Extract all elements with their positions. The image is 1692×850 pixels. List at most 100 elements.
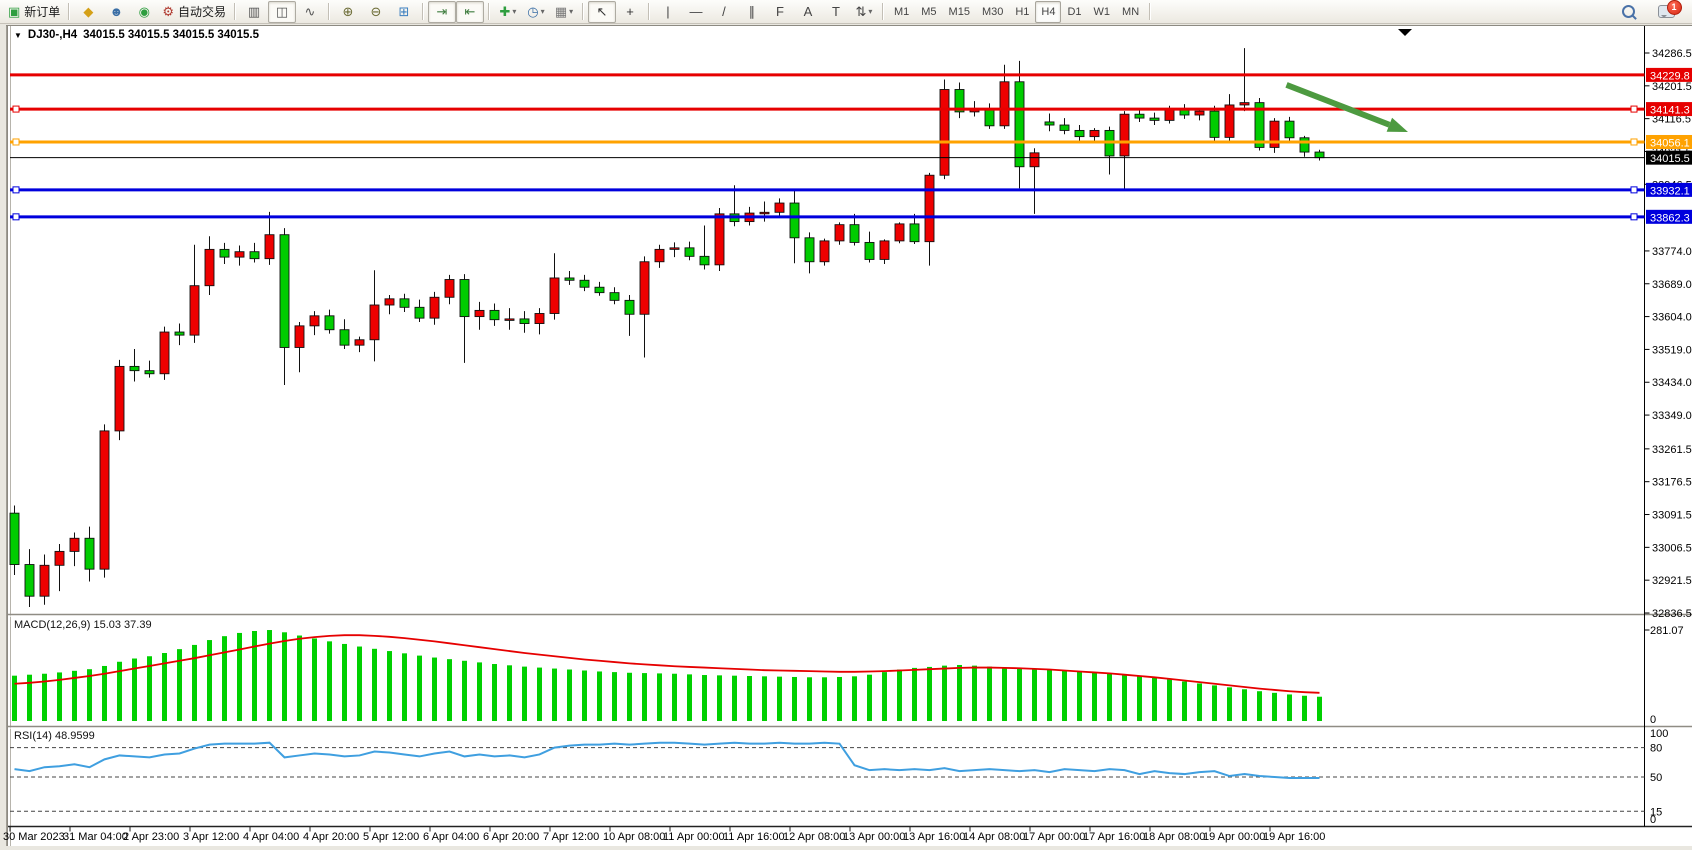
timeframe-button-h4[interactable]: H4 xyxy=(1035,0,1062,23)
macd-histogram-bar xyxy=(927,666,932,721)
bar-chart-button[interactable]: ▥ xyxy=(240,1,268,23)
macd-histogram-bar xyxy=(612,672,617,721)
equidistant-channel-button[interactable]: ∥ xyxy=(738,1,766,23)
timeframe-button-m30[interactable]: M30 xyxy=(981,5,1004,18)
candle-body xyxy=(144,370,155,375)
candle-body xyxy=(714,213,725,266)
candle-body xyxy=(399,298,410,308)
text-label-button[interactable]: T xyxy=(822,1,850,23)
timeframe-button-m5[interactable]: M5 xyxy=(921,5,937,18)
time-tick-label: 12 Apr 08:00 xyxy=(783,831,845,843)
crosshair-icon: + xyxy=(626,4,634,19)
macd-histogram-bar xyxy=(42,673,47,721)
candle-body xyxy=(84,537,95,570)
candle-body xyxy=(1029,152,1040,168)
candle-body xyxy=(219,248,230,258)
time-tick-label: 11 Apr 16:00 xyxy=(723,831,785,843)
vertical-line-button[interactable]: | xyxy=(654,1,682,23)
dropdown-arrow-icon: ▾ xyxy=(512,6,517,16)
rsi-scale-label: 80 xyxy=(1650,743,1662,755)
time-tick-label: 4 Apr 20:00 xyxy=(303,831,359,843)
macd-histogram-bar xyxy=(1182,681,1187,721)
profile-button[interactable]: ☻ xyxy=(102,1,130,23)
zoom-in-button[interactable]: ⊕ xyxy=(334,1,362,23)
zoom-out-button[interactable]: ⊖ xyxy=(362,1,390,23)
periods-button[interactable]: ◷ ▾ xyxy=(522,1,550,23)
horizontal-line-button[interactable]: — xyxy=(682,1,710,23)
dropdown-arrow-icon: ▾ xyxy=(540,6,545,16)
pane-separators[interactable] xyxy=(8,613,1692,828)
macd-histogram-bar xyxy=(552,668,557,721)
timeframe-button-m15[interactable]: M15 xyxy=(948,5,970,18)
timeframe-button-h1[interactable]: H1 xyxy=(1015,5,1030,18)
scroll-to-end-icon[interactable] xyxy=(1398,29,1412,36)
toolbar-separator xyxy=(581,3,584,20)
candle-body xyxy=(519,318,530,324)
macd-histogram-bar xyxy=(942,665,947,721)
notification-badge: 1 xyxy=(1666,0,1682,15)
text-button[interactable]: A xyxy=(794,1,822,23)
fibonacci-icon: F xyxy=(776,4,784,19)
candle-body xyxy=(984,108,995,127)
fibonacci-button[interactable]: F xyxy=(766,1,794,23)
timeframe-button-w1[interactable]: W1 xyxy=(1093,5,1111,18)
candle-body xyxy=(414,306,425,319)
macd-histogram-bar xyxy=(387,651,392,721)
time-tick-label: 5 Apr 12:00 xyxy=(363,831,419,843)
line-handle xyxy=(12,186,20,194)
candle-body xyxy=(564,277,575,281)
new-order-label: 新订单 xyxy=(24,4,61,19)
candle-body xyxy=(234,251,245,258)
trendline-icon: / xyxy=(722,4,726,19)
auto-scroll-button[interactable]: ⇥ xyxy=(427,0,456,23)
macd-histogram-bar xyxy=(1107,673,1112,721)
signals-button[interactable]: ◉ xyxy=(130,1,158,23)
timeframe-button-d1[interactable]: D1 xyxy=(1067,5,1082,18)
toolbar-separator xyxy=(233,3,236,20)
candlestick-chart-button[interactable]: ◫ xyxy=(267,0,296,23)
time-tick-label: 6 Apr 20:00 xyxy=(483,831,539,843)
styles-bucket-button[interactable]: ◆ xyxy=(74,1,102,23)
cursor-button[interactable]: ↖ xyxy=(587,0,616,23)
autotrading-button[interactable]: ⚙ 自动交易 xyxy=(158,1,230,23)
macd-histogram-bar xyxy=(972,665,977,721)
price-tick-label: 33349.0 xyxy=(1652,410,1692,422)
line-chart-button[interactable]: ∿ xyxy=(296,1,324,23)
horizontal-lines[interactable] xyxy=(10,73,1645,221)
templates-button[interactable]: ▦ ▾ xyxy=(550,1,578,23)
price-tick-label: 32921.5 xyxy=(1652,575,1692,587)
macd-histogram-bar xyxy=(132,658,137,721)
trend-arrow[interactable] xyxy=(1285,82,1409,132)
auto-scroll-icon: ⇥ xyxy=(436,4,448,19)
candle-body xyxy=(309,315,320,327)
search-button[interactable] xyxy=(1614,1,1642,23)
timeframe-button-mn[interactable]: MN xyxy=(1122,5,1140,18)
tile-windows-button[interactable]: ⊞ xyxy=(390,1,418,23)
arrows-button[interactable]: ⇅ ▾ xyxy=(850,1,878,23)
indicators-button[interactable]: ✚ ▾ xyxy=(494,1,522,23)
price-tick-label: 32836.5 xyxy=(1652,608,1692,620)
macd-histogram-bar xyxy=(282,632,287,721)
candle-body xyxy=(849,224,860,243)
chart-shift-button[interactable]: ⇤ xyxy=(455,0,484,23)
macd-histogram-bar xyxy=(822,677,827,721)
macd-histogram-bar xyxy=(957,664,962,721)
candle-body xyxy=(549,277,560,314)
crosshair-button[interactable]: + xyxy=(616,1,644,23)
window-frame xyxy=(6,25,1692,846)
notifications-button[interactable]: 1 xyxy=(1652,0,1682,23)
macd-histogram-bar xyxy=(252,630,257,721)
chart-menu-icon[interactable]: ▼ xyxy=(14,30,22,40)
macd-histogram-bar xyxy=(1152,677,1157,721)
new-order-button[interactable]: ▣ 新订单 xyxy=(4,1,64,23)
price-tick-label: 34201.5 xyxy=(1652,81,1692,93)
trendline-button[interactable]: / xyxy=(710,1,738,23)
macd-histogram-bar xyxy=(777,676,782,721)
time-tick-label: 11 Apr 00:00 xyxy=(663,831,725,843)
timeframe-button-m1[interactable]: M1 xyxy=(893,5,910,18)
candle-body xyxy=(159,331,170,375)
macd-histogram-bar xyxy=(657,673,662,721)
macd-histogram-bar xyxy=(1287,694,1292,721)
